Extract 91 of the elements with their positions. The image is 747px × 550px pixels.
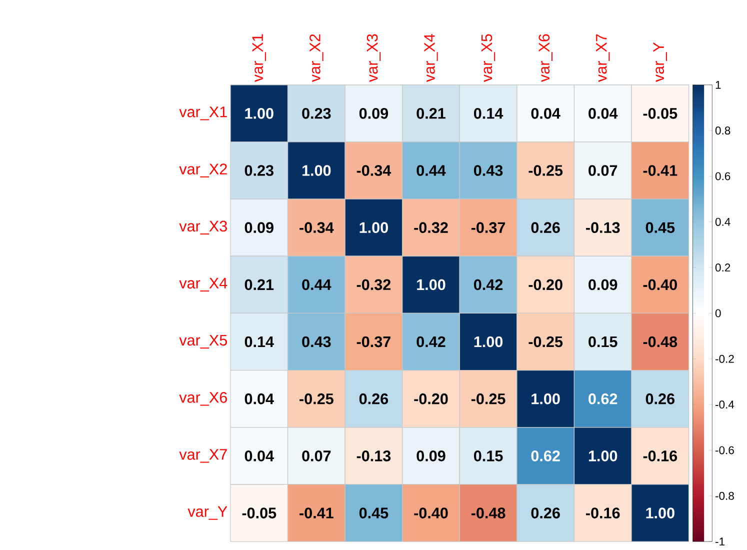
color-bar-label: -0.2 bbox=[716, 355, 734, 364]
data-label: -0.41 bbox=[643, 165, 678, 176]
data-label: -0.37 bbox=[356, 336, 390, 348]
data-label: -0.20 bbox=[528, 279, 562, 290]
data-label: -0.16 bbox=[586, 508, 620, 519]
color-bar-label: -0.8 bbox=[716, 492, 734, 500]
data-label: 0.15 bbox=[588, 336, 618, 348]
data-label: 0.26 bbox=[531, 222, 560, 234]
data-label: 1.00 bbox=[646, 508, 674, 519]
data-label: 1.00 bbox=[417, 279, 446, 290]
data-label: 0.62 bbox=[531, 450, 560, 462]
x-tick-label: var_X7 bbox=[596, 34, 610, 82]
data-label: 0.04 bbox=[244, 450, 274, 462]
x-tick-label: var_Y bbox=[653, 42, 667, 82]
y-tick-label: var_X4 bbox=[179, 278, 228, 292]
data-label: -0.16 bbox=[643, 450, 678, 462]
data-label: 1.00 bbox=[532, 394, 560, 404]
data-label: 0.14 bbox=[474, 108, 504, 120]
data-label: 0.14 bbox=[244, 336, 274, 348]
x-tick-label: var_X4 bbox=[424, 34, 438, 82]
data-label: 0.15 bbox=[474, 450, 503, 462]
color-bar-label: 0.6 bbox=[715, 172, 730, 180]
data-label: -0.05 bbox=[242, 508, 276, 519]
data-label: -0.48 bbox=[643, 336, 678, 348]
data-label: 0.26 bbox=[646, 394, 674, 404]
data-label: 0.26 bbox=[359, 394, 388, 404]
x-tick-label: var_X5 bbox=[482, 34, 496, 82]
data-label: -0.48 bbox=[471, 508, 506, 519]
data-label: 1.00 bbox=[302, 165, 331, 176]
y-tick-label: var_Y bbox=[188, 506, 228, 520]
data-label: 0.42 bbox=[416, 336, 446, 348]
data-label: 0.21 bbox=[244, 279, 274, 290]
data-label: 0.43 bbox=[474, 165, 503, 176]
data-label: -0.05 bbox=[643, 108, 678, 120]
color-bar-label: 0.2 bbox=[715, 264, 730, 272]
data-label: 0.26 bbox=[531, 508, 560, 519]
data-label: 1.00 bbox=[360, 222, 388, 234]
data-label: 0.04 bbox=[531, 108, 560, 120]
color-bar-label: 0.4 bbox=[715, 218, 730, 226]
data-label: -0.25 bbox=[528, 165, 563, 176]
color-bar-label: 1 bbox=[716, 81, 721, 89]
x-tick-label: var_X3 bbox=[366, 34, 381, 82]
data-label: -0.25 bbox=[471, 394, 506, 404]
data-label: -0.37 bbox=[471, 222, 506, 234]
data-label: 0.23 bbox=[244, 165, 274, 176]
x-tick-label: var_X1 bbox=[252, 34, 266, 82]
data-label: 0.09 bbox=[416, 450, 446, 462]
data-label: 0.45 bbox=[359, 508, 388, 519]
data-label: -0.20 bbox=[414, 394, 448, 404]
x-tick-label: var_X6 bbox=[538, 34, 552, 82]
y-tick-label: var_X1 bbox=[179, 106, 227, 120]
data-label: -0.40 bbox=[414, 508, 448, 519]
data-label: 0.44 bbox=[416, 165, 446, 176]
data-label: -0.13 bbox=[586, 222, 620, 234]
data-label: 0.45 bbox=[646, 222, 675, 234]
color-bar-label: 0 bbox=[715, 309, 721, 318]
data-label: 0.04 bbox=[244, 394, 274, 404]
data-label: 1.00 bbox=[588, 450, 618, 462]
y-tick-label: var_X7 bbox=[179, 449, 227, 463]
data-label: 0.21 bbox=[416, 108, 446, 120]
data-label: 1.00 bbox=[245, 108, 274, 120]
data-label: -0.41 bbox=[300, 508, 334, 519]
data-label: -0.32 bbox=[414, 222, 448, 234]
data-label: 0.09 bbox=[359, 108, 388, 120]
data-label: 0.42 bbox=[474, 279, 503, 290]
data-label: 0.62 bbox=[588, 394, 618, 404]
data-label: -0.34 bbox=[356, 165, 392, 176]
y-tick-label: var_X2 bbox=[179, 164, 227, 178]
data-label: 1.00 bbox=[474, 336, 503, 348]
data-label: -0.25 bbox=[300, 394, 334, 404]
data-label: 0.43 bbox=[302, 336, 331, 348]
color-bar-label: -1 bbox=[716, 538, 724, 546]
y-tick-label: var_X5 bbox=[179, 335, 227, 349]
data-label: -0.32 bbox=[356, 279, 391, 290]
data-label: 0.09 bbox=[588, 279, 618, 290]
data-label: -0.25 bbox=[528, 336, 563, 348]
y-tick-label: var_X6 bbox=[179, 392, 227, 406]
data-label: -0.13 bbox=[356, 450, 391, 462]
y-tick-label: var_X3 bbox=[179, 220, 227, 235]
data-label: 0.23 bbox=[302, 108, 331, 120]
color-bar-label: -0.6 bbox=[716, 446, 734, 454]
color-bar-label: 0.8 bbox=[715, 126, 730, 135]
data-label: 0.09 bbox=[244, 222, 274, 234]
color-bar-label: -0.4 bbox=[716, 400, 734, 409]
data-label: 0.07 bbox=[302, 450, 331, 462]
data-label: 0.07 bbox=[588, 165, 618, 176]
data-label: -0.34 bbox=[300, 222, 334, 234]
data-label: 0.04 bbox=[588, 108, 618, 120]
data-label: -0.40 bbox=[643, 279, 677, 290]
data-label: 0.44 bbox=[302, 279, 332, 290]
x-tick-label: var_X2 bbox=[310, 34, 324, 82]
